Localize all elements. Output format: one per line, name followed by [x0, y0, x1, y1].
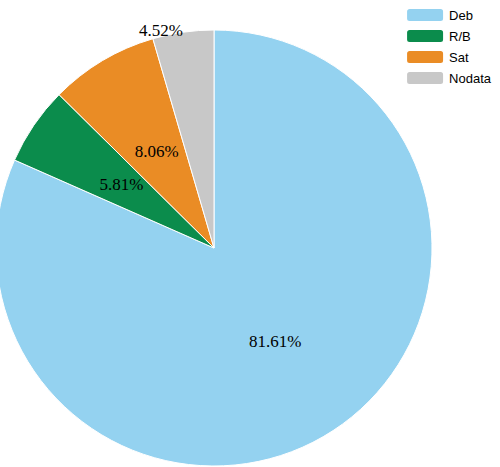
svg-text:5.81%: 5.81%: [99, 175, 143, 194]
svg-text:8.06%: 8.06%: [135, 142, 179, 161]
svg-text:Deb: Deb: [449, 8, 473, 23]
svg-text:Sat: Sat: [449, 50, 469, 65]
svg-text:R/B: R/B: [449, 29, 471, 44]
svg-text:81.61%: 81.61%: [249, 332, 301, 351]
svg-text:Nodata: Nodata: [449, 71, 492, 86]
svg-text:4.52%: 4.52%: [139, 21, 183, 40]
